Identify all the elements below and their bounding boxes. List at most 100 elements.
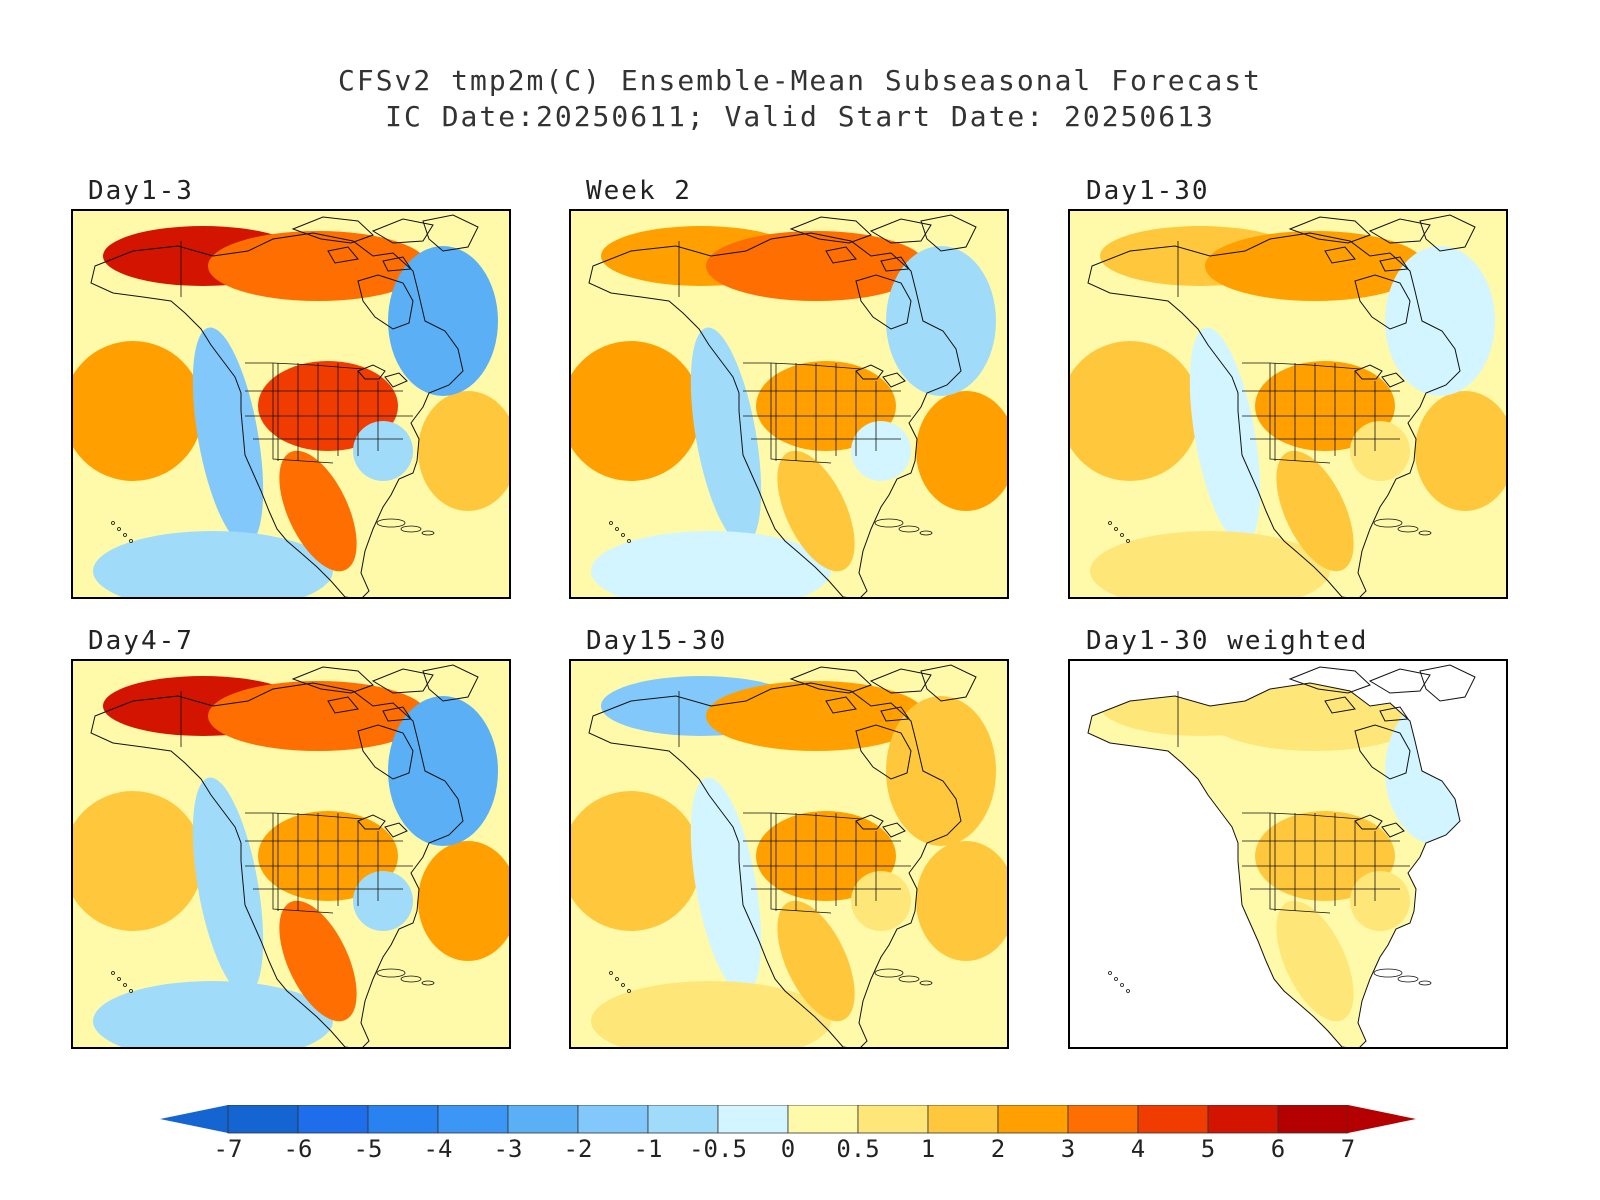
map-day4-7 — [71, 659, 511, 1049]
caribbean-island — [874, 518, 904, 528]
coastline — [588, 232, 962, 597]
panel-label-day1-3: Day1-3 — [88, 176, 194, 206]
anomaly-region-us-plains — [756, 361, 896, 451]
caribbean-island — [919, 530, 933, 536]
caribbean-island — [898, 975, 920, 983]
anomaly-region-central-pacific — [591, 981, 831, 1047]
anomaly-region-central-pacific — [1090, 531, 1330, 597]
hawaii-island — [1114, 527, 1118, 531]
map-field-day1-3 — [73, 211, 509, 597]
colorbar-swatch-8 — [787, 1105, 859, 1134]
hawaii-island — [627, 539, 631, 543]
great-lakes-outline — [1354, 814, 1405, 838]
anomaly-region-west-coast — [1189, 327, 1261, 545]
anomaly-region-us-plains — [258, 811, 398, 901]
hawaii-island — [1126, 539, 1130, 543]
arctic-island-outline — [880, 706, 910, 722]
anomaly-region-atlantic — [916, 391, 1007, 511]
colorbar-tick-label: -1 — [634, 1135, 663, 1163]
anomaly-region-northwest-pacific — [73, 341, 203, 481]
arctic-island-outline — [789, 216, 872, 244]
colorbar-tick-label: -7 — [214, 1135, 243, 1163]
anomaly-region-southeast-us — [353, 871, 413, 931]
arctic-island-outline — [1324, 696, 1356, 714]
arctic-island-outline — [291, 666, 374, 694]
hawaii-island — [1114, 977, 1118, 981]
great-lakes-outline — [357, 364, 408, 388]
arctic-island-outline — [422, 214, 479, 252]
map-field-day15-30 — [571, 661, 1007, 1047]
arctic-island-outline — [371, 218, 434, 244]
hudson-bay-outline — [357, 274, 414, 330]
hawaii-island — [1108, 521, 1112, 525]
colorbar-swatch-6 — [647, 1105, 719, 1134]
hawaii-island — [123, 983, 127, 987]
arctic-island-outline — [1368, 218, 1431, 244]
anomaly-region-central-pacific — [591, 531, 831, 597]
anomaly-region-hudson-east — [388, 696, 498, 846]
arctic-island-outline — [1419, 214, 1476, 252]
arctic-island-outline — [825, 696, 857, 714]
caribbean-island — [1373, 968, 1403, 978]
anomaly-region-hudson-east — [388, 246, 498, 396]
hawaii-island — [609, 521, 613, 525]
colorbar-tick-label: 0 — [781, 1135, 795, 1163]
arctic-island-outline — [382, 706, 412, 722]
anomaly-region-northwest-pacific — [571, 341, 701, 481]
colorbar-swatch-0 — [227, 1105, 299, 1134]
colorbar-swatch-13 — [1137, 1105, 1209, 1134]
anomaly-region-north-canada — [208, 231, 428, 301]
arctic-island-outline — [825, 246, 857, 264]
anomaly-region-atlantic — [916, 841, 1007, 961]
anomaly-region-northwest-pacific — [571, 791, 701, 931]
colorbar-tick-label: 0.5 — [836, 1135, 879, 1163]
anomaly-region-mexico — [279, 450, 357, 572]
colorbar-swatch-5 — [577, 1105, 649, 1134]
panel-label-day1-30: Day1-30 — [1086, 176, 1210, 206]
colorbar-over-triangle — [1348, 1105, 1416, 1133]
anomaly-region-atlantic — [418, 841, 509, 961]
arctic-island-outline — [1288, 216, 1371, 244]
hudson-bay-outline — [1354, 274, 1411, 330]
colorbar-swatch-2 — [367, 1105, 439, 1134]
colorbar-swatch-14 — [1207, 1105, 1279, 1134]
colorbar-swatch-1 — [297, 1105, 369, 1134]
caribbean-island — [1397, 975, 1419, 983]
anomaly-region-mexico — [1276, 450, 1354, 572]
caribbean-island — [421, 530, 435, 536]
colorbar-tick-label: 1 — [921, 1135, 935, 1163]
anomaly-region-mexico — [777, 450, 855, 572]
caribbean-island — [919, 980, 933, 986]
arctic-island-outline — [1368, 668, 1431, 694]
hawaii-island — [111, 971, 115, 975]
hawaii-island — [615, 527, 619, 531]
great-lakes-outline — [855, 364, 906, 388]
panel-label-week2: Week 2 — [586, 176, 692, 206]
great-lakes-outline — [357, 814, 408, 838]
anomaly-region-north-canada — [706, 681, 926, 751]
political-border — [272, 363, 334, 464]
hawaii-island — [1120, 533, 1124, 537]
anomaly-region-northwest-pacific — [1070, 341, 1200, 481]
anomaly-region-north-canada — [208, 681, 428, 751]
anomaly-region-central-pacific — [93, 531, 333, 597]
hudson-bay-outline — [855, 724, 912, 780]
colorbar-tick-label: -5 — [354, 1135, 383, 1163]
anomaly-region-hudson-east — [886, 696, 996, 846]
coastline — [1087, 682, 1461, 1047]
anomaly-region-mexico — [777, 900, 855, 1022]
caribbean-island — [1418, 530, 1432, 536]
anomaly-region-atlantic — [418, 391, 509, 511]
arctic-island-outline — [327, 696, 359, 714]
arctic-island-outline — [422, 664, 479, 702]
figure-title: CFSv2 tmp2m(C) Ensemble-Mean Subseasonal… — [337, 64, 1262, 97]
anomaly-region-mexico — [279, 900, 357, 1022]
colorbar-swatch-9 — [857, 1105, 929, 1134]
arctic-island-outline — [382, 256, 412, 272]
arctic-island-outline — [869, 218, 932, 244]
anomaly-region-north-canada — [1205, 231, 1425, 301]
colorbar-tick-label: -0.5 — [689, 1135, 747, 1163]
caribbean-island — [376, 518, 406, 528]
anomaly-region-us-plains — [1255, 361, 1395, 451]
colorbar-tick-label: -3 — [494, 1135, 523, 1163]
